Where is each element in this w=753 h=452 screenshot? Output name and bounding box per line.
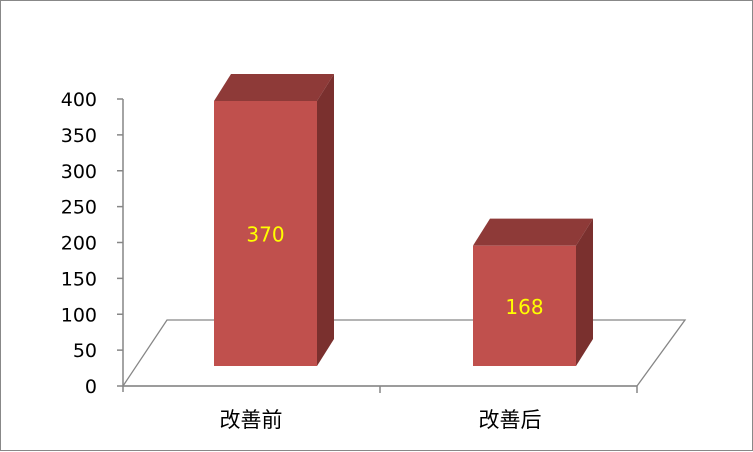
- bar-top: [473, 218, 593, 246]
- x-tick-label: 改善前: [220, 408, 283, 432]
- y-tick-label: 0: [85, 376, 97, 398]
- floor-plane: [121, 319, 687, 387]
- bar-side: [576, 218, 593, 366]
- y-tick-label: 50: [73, 340, 97, 362]
- x-tick-label: 改善后: [479, 408, 542, 432]
- y-tick-label: 150: [61, 268, 97, 290]
- y-tick-label: 350: [61, 125, 97, 147]
- y-tick-label: 200: [61, 233, 97, 255]
- y-tick-label: 250: [61, 197, 97, 219]
- bar: [473, 245, 576, 366]
- data-label: 370: [246, 223, 284, 247]
- data-label: 168: [505, 295, 543, 319]
- y-tick-label: 100: [61, 304, 97, 326]
- y-tick-label: 300: [61, 161, 97, 183]
- bar-side: [317, 74, 334, 366]
- bar: [214, 101, 317, 366]
- bar-top: [214, 74, 334, 101]
- y-tick-label: 400: [61, 89, 97, 111]
